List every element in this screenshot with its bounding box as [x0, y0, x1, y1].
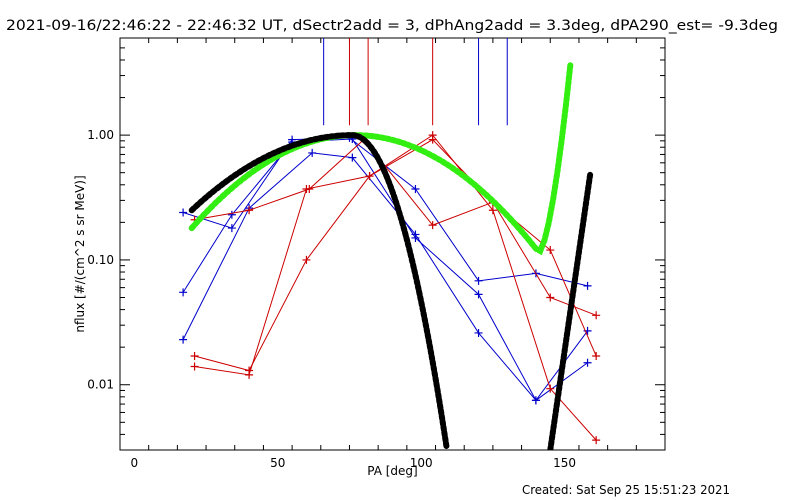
series-point [348, 153, 357, 162]
black-fit-curve [188, 132, 450, 450]
x-tick-label: 0 [131, 456, 139, 470]
series-point [474, 290, 483, 299]
x-axis-label: PA [deg] [367, 464, 417, 478]
series-point [531, 396, 540, 405]
series-point [245, 206, 254, 215]
series-point [227, 210, 236, 219]
series-line [194, 139, 597, 376]
series-point [179, 335, 188, 344]
series-point [592, 351, 601, 360]
series-point [546, 246, 555, 255]
series-point [474, 328, 483, 337]
plot-frame [119, 37, 666, 451]
series-line [194, 138, 597, 316]
series-point [308, 148, 317, 157]
series-point [583, 358, 592, 367]
series-point [190, 362, 199, 371]
series-point [592, 311, 601, 320]
series-point [302, 185, 311, 194]
y-tick-label: 0.10 [87, 253, 114, 267]
series-line [182, 138, 588, 402]
series-point [428, 221, 437, 230]
series-point [488, 206, 497, 215]
series-point [546, 293, 555, 302]
series-point [302, 255, 311, 264]
series-point [179, 288, 188, 297]
x-tick-label: 150 [553, 456, 576, 470]
green-fit-curve [188, 62, 574, 256]
series-point [474, 276, 483, 285]
chart-title: 2021-09-16/22:46:22 - 22:46:32 UT, dSect… [6, 18, 778, 34]
y-tick-label: 0.01 [87, 378, 114, 392]
series-point [411, 230, 420, 239]
created-timestamp: Created: Sat Sep 25 15:51:23 2021 [522, 483, 730, 497]
black-fit-curve-right [547, 169, 594, 450]
series-point [190, 351, 199, 360]
series-point [411, 185, 420, 194]
series-line [182, 137, 588, 287]
series-point [179, 208, 188, 217]
y-tick-label: 1.00 [87, 128, 114, 142]
series-point [227, 224, 236, 233]
series-point [546, 384, 555, 393]
x-tick-label: 50 [270, 456, 285, 470]
series-line [194, 134, 597, 441]
series-point [592, 436, 601, 445]
series-point [365, 172, 374, 181]
plot-area: 0 50 100 150 0.01 0.10 1.00 PA [deg] nflux [#/(c… [73, 37, 666, 478]
y-axis-label: nflux [#/(cm^2 s sr MeV)] [73, 175, 87, 332]
series-point [428, 135, 437, 144]
series-line [182, 152, 588, 402]
series-point [245, 370, 254, 379]
series-point [583, 281, 592, 290]
x-tick-label: 100 [410, 456, 433, 470]
